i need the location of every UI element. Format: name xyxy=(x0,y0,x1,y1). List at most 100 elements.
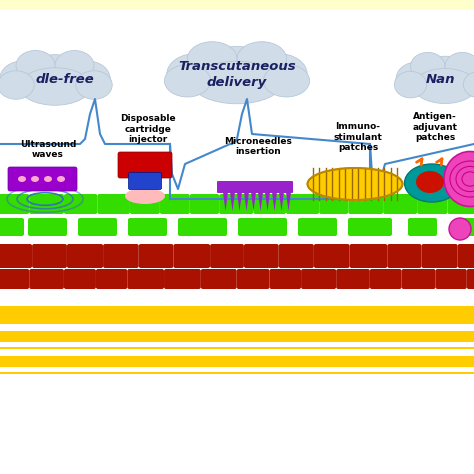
FancyBboxPatch shape xyxy=(190,194,219,214)
Ellipse shape xyxy=(413,69,474,103)
FancyBboxPatch shape xyxy=(370,269,401,289)
FancyBboxPatch shape xyxy=(128,269,164,289)
FancyBboxPatch shape xyxy=(0,356,474,374)
FancyBboxPatch shape xyxy=(97,194,130,214)
Ellipse shape xyxy=(65,61,110,97)
FancyBboxPatch shape xyxy=(0,269,29,289)
FancyBboxPatch shape xyxy=(238,218,287,236)
FancyBboxPatch shape xyxy=(254,194,286,214)
Polygon shape xyxy=(286,192,291,211)
FancyBboxPatch shape xyxy=(301,269,336,289)
Text: Antigen-
adjuvant
patches: Antigen- adjuvant patches xyxy=(412,112,457,142)
Text: Transcutaneous
delivery: Transcutaneous delivery xyxy=(178,60,296,89)
FancyBboxPatch shape xyxy=(78,218,117,236)
FancyBboxPatch shape xyxy=(219,194,254,214)
FancyBboxPatch shape xyxy=(421,244,457,268)
Polygon shape xyxy=(244,192,249,211)
Ellipse shape xyxy=(19,68,91,105)
Ellipse shape xyxy=(422,56,468,95)
Polygon shape xyxy=(272,192,277,211)
FancyBboxPatch shape xyxy=(244,244,279,268)
FancyBboxPatch shape xyxy=(160,194,190,214)
Ellipse shape xyxy=(55,51,94,81)
FancyBboxPatch shape xyxy=(64,194,97,214)
FancyBboxPatch shape xyxy=(467,269,474,289)
FancyBboxPatch shape xyxy=(336,269,370,289)
Ellipse shape xyxy=(204,46,270,93)
FancyBboxPatch shape xyxy=(0,218,24,236)
FancyBboxPatch shape xyxy=(314,244,350,268)
FancyBboxPatch shape xyxy=(201,269,237,289)
Polygon shape xyxy=(237,192,242,211)
Ellipse shape xyxy=(308,168,402,200)
Ellipse shape xyxy=(249,54,307,94)
Ellipse shape xyxy=(454,62,474,96)
Ellipse shape xyxy=(29,55,81,96)
Ellipse shape xyxy=(0,71,34,99)
FancyBboxPatch shape xyxy=(0,342,474,347)
FancyBboxPatch shape xyxy=(417,194,447,214)
Ellipse shape xyxy=(44,176,52,182)
Text: Microneedles
insertion: Microneedles insertion xyxy=(224,137,292,156)
Ellipse shape xyxy=(449,218,471,240)
Polygon shape xyxy=(265,192,270,211)
Ellipse shape xyxy=(191,61,283,104)
FancyBboxPatch shape xyxy=(286,194,319,214)
FancyBboxPatch shape xyxy=(29,194,64,214)
FancyBboxPatch shape xyxy=(457,244,474,268)
FancyBboxPatch shape xyxy=(118,152,172,178)
FancyBboxPatch shape xyxy=(0,367,474,372)
Ellipse shape xyxy=(31,176,39,182)
Text: Disposable
cartridge
injector: Disposable cartridge injector xyxy=(120,114,176,144)
FancyBboxPatch shape xyxy=(387,244,421,268)
FancyBboxPatch shape xyxy=(0,0,474,10)
Ellipse shape xyxy=(444,152,474,207)
Ellipse shape xyxy=(16,51,55,81)
FancyBboxPatch shape xyxy=(447,194,474,214)
Ellipse shape xyxy=(445,53,474,81)
FancyBboxPatch shape xyxy=(173,244,210,268)
Ellipse shape xyxy=(76,71,112,99)
FancyBboxPatch shape xyxy=(458,218,474,236)
Polygon shape xyxy=(279,192,284,211)
Polygon shape xyxy=(223,192,228,211)
Text: Ultrasound
waves: Ultrasound waves xyxy=(20,140,76,159)
FancyBboxPatch shape xyxy=(67,244,103,268)
FancyBboxPatch shape xyxy=(210,244,244,268)
FancyBboxPatch shape xyxy=(139,244,173,268)
FancyBboxPatch shape xyxy=(164,269,201,289)
Text: Nan: Nan xyxy=(425,73,455,85)
FancyBboxPatch shape xyxy=(8,167,77,191)
FancyBboxPatch shape xyxy=(128,173,162,190)
FancyBboxPatch shape xyxy=(178,218,227,236)
FancyBboxPatch shape xyxy=(217,181,293,193)
Polygon shape xyxy=(251,192,256,211)
FancyBboxPatch shape xyxy=(350,244,387,268)
Ellipse shape xyxy=(404,164,459,202)
Ellipse shape xyxy=(18,176,26,182)
FancyBboxPatch shape xyxy=(348,194,383,214)
FancyBboxPatch shape xyxy=(270,269,301,289)
FancyBboxPatch shape xyxy=(0,306,474,324)
Ellipse shape xyxy=(394,71,427,98)
FancyBboxPatch shape xyxy=(319,194,348,214)
FancyBboxPatch shape xyxy=(29,269,64,289)
FancyBboxPatch shape xyxy=(130,194,160,214)
Polygon shape xyxy=(258,192,263,211)
Polygon shape xyxy=(230,192,235,211)
FancyBboxPatch shape xyxy=(401,269,436,289)
FancyBboxPatch shape xyxy=(64,269,96,289)
Ellipse shape xyxy=(416,171,444,193)
FancyBboxPatch shape xyxy=(436,269,467,289)
Ellipse shape xyxy=(396,62,437,96)
FancyBboxPatch shape xyxy=(0,244,32,268)
Ellipse shape xyxy=(464,71,474,98)
Text: dle-free: dle-free xyxy=(36,73,94,85)
Ellipse shape xyxy=(164,64,210,97)
Text: Immuno-
stimulant
patches: Immuno- stimulant patches xyxy=(334,122,383,152)
FancyBboxPatch shape xyxy=(128,218,167,236)
FancyBboxPatch shape xyxy=(96,269,128,289)
FancyBboxPatch shape xyxy=(103,244,139,268)
FancyBboxPatch shape xyxy=(0,331,474,349)
FancyBboxPatch shape xyxy=(0,194,29,214)
